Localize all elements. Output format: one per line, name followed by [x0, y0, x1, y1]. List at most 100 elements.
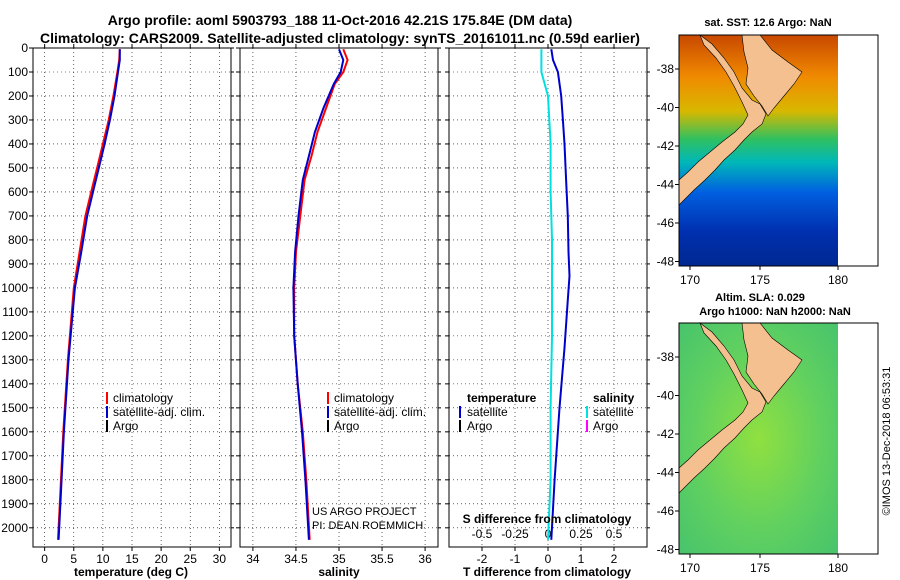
y-tick-label: 900 — [8, 257, 28, 271]
map-x-tick-label: 175 — [750, 561, 770, 575]
y-tick-label: 0 — [21, 41, 28, 55]
x-tick-label: 1 — [578, 552, 585, 566]
difference-panel — [448, 47, 648, 548]
x-tick-label: 5 — [70, 552, 77, 566]
x-tick-label: 10 — [96, 552, 110, 566]
x-tick-label: -1 — [510, 552, 521, 566]
credit-line2: PI: DEAN ROEMMICH — [312, 520, 423, 532]
x-tick-label: 36 — [418, 552, 432, 566]
sst-map — [678, 34, 879, 267]
sla-map-title-line2: Argo h1000: NaN h2000: NaN — [699, 306, 851, 318]
figure-title-line2: Climatology: CARS2009. Satellite-adjuste… — [40, 30, 640, 46]
sst-map-title: sat. SST: 12.6 Argo: NaN — [704, 17, 831, 29]
y-tick-label: 1000 — [1, 281, 28, 295]
temperature-legend: climatology satellite-adj. clim. Argo — [106, 391, 205, 433]
legend-satellite-label: satellite-adj. clim. — [113, 405, 205, 419]
y-tick-label: 1300 — [1, 353, 28, 367]
y-tick-label: 800 — [8, 233, 28, 247]
sst-frame — [678, 34, 879, 267]
map-y-tick-label: -42 — [657, 139, 675, 153]
y-tick-label: 1600 — [1, 425, 28, 439]
salinity-legend: climatology satellite-adj. clim. Argo — [327, 391, 426, 433]
legend-argo-label: Argo — [113, 419, 139, 433]
map-y-tick-label: -44 — [657, 466, 675, 480]
x-tick-label: 15 — [125, 552, 139, 566]
map-y-tick-label: -48 — [657, 255, 675, 269]
map-x-tick-label: 170 — [680, 561, 700, 575]
difference-legend: temperature satellite Argo salinity sate… — [459, 391, 635, 433]
difference-xlabel: T difference from climatology — [463, 565, 631, 579]
y-tick-label: 500 — [8, 161, 28, 175]
y-tick-label: 1400 — [1, 377, 28, 391]
y-tick-label: 1500 — [1, 401, 28, 415]
map-x-tick-label: 175 — [750, 273, 770, 287]
y-tick-label: 300 — [8, 113, 28, 127]
map-x-tick-label: 170 — [680, 273, 700, 287]
y-tick-label: 1700 — [1, 449, 28, 463]
map-y-tick-label: -38 — [657, 62, 675, 76]
y-tick-label: 100 — [8, 65, 28, 79]
sla-map-axes: 170 175 180 -38 -40 -42 -44 -46 -48 — [657, 350, 849, 575]
y-tick-label: 1200 — [1, 329, 28, 343]
legend-satellite-label: satellite-adj. clim. — [334, 405, 426, 419]
x-tick-label: 30 — [213, 552, 227, 566]
legend-temp-argo-label: Argo — [467, 419, 493, 433]
sla-north-island — [741, 322, 803, 405]
x-tick-label: -2 — [477, 552, 488, 566]
x-tick-label: 34 — [246, 552, 260, 566]
legend-argo-label: Argo — [334, 419, 360, 433]
y-tick-label: 1900 — [1, 497, 28, 511]
top-x-tick-label: -0.5 — [472, 527, 493, 541]
x-tick-label: 0 — [41, 552, 48, 566]
y-tick-label: 600 — [8, 185, 28, 199]
series-line-salinity-satellite — [540, 49, 553, 540]
series-line-satellite-adj-clim- — [57, 49, 121, 540]
salinity-panel — [239, 47, 439, 548]
copyright-stamp: ©IMOS 13-Dec-2018 06:53:31 — [881, 367, 893, 516]
sst-land — [678, 34, 767, 206]
credit-line1: US ARGO PROJECT — [312, 506, 417, 518]
y-tick-label: 400 — [8, 137, 28, 151]
y-tick-label: 1800 — [1, 473, 28, 487]
sla-land — [678, 322, 767, 494]
legend-sal-argo-label: Argo — [593, 419, 619, 433]
map-y-tick-label: -44 — [657, 178, 675, 192]
x-tick-label: 35 — [332, 552, 346, 566]
temperature-panel — [32, 47, 232, 548]
sst-nodata-strip — [838, 35, 878, 266]
x-tick-label: 0 — [545, 552, 552, 566]
map-y-tick-label: -40 — [657, 101, 675, 115]
ticks-layer: 0100200300400500600700800900100011001200… — [1, 41, 650, 566]
legend-climatology-label: climatology — [113, 391, 173, 405]
sla-map — [678, 322, 879, 555]
y-tick-label: 700 — [8, 209, 28, 223]
map-x-tick-label: 180 — [828, 273, 848, 287]
map-y-tick-label: -46 — [657, 216, 675, 230]
y-tick-label: 1100 — [2, 305, 28, 319]
map-x-tick-label: 180 — [828, 561, 848, 575]
legend-salinity-title: salinity — [593, 391, 635, 405]
x-tick-label: 20 — [154, 552, 168, 566]
x-tick-label: 2 — [611, 552, 618, 566]
map-y-tick-label: -46 — [657, 504, 675, 518]
top-x-tick-label: 0.25 — [569, 527, 593, 541]
map-y-tick-label: -40 — [657, 389, 675, 403]
sla-map-title-line1: Altim. SLA: 0.029 — [715, 292, 805, 304]
x-tick-label: 34.5 — [284, 552, 308, 566]
sla-nodata-strip — [838, 323, 878, 554]
difference-top-xlabel: S difference from climatology — [463, 512, 632, 526]
series-line-satellite-adj-clim- — [292, 48, 345, 540]
y-tick-label: 2000 — [1, 521, 28, 535]
y-tick-label: 200 — [8, 89, 28, 103]
legend-temperature-title: temperature — [467, 391, 537, 405]
x-tick-label: 35.5 — [370, 552, 394, 566]
map-y-tick-label: -48 — [657, 543, 675, 557]
top-x-tick-label: -0.25 — [501, 527, 529, 541]
sst-map-axes: 170 175 180 -38 -40 -42 -44 -46 -48 — [657, 62, 849, 287]
sst-north-island — [741, 34, 803, 117]
temperature-xlabel: temperature (deg C) — [74, 565, 188, 579]
lines-layer — [57, 48, 571, 540]
top-x-tick-label: 0.5 — [606, 527, 623, 541]
series-line-temperature-satellite — [550, 49, 571, 540]
